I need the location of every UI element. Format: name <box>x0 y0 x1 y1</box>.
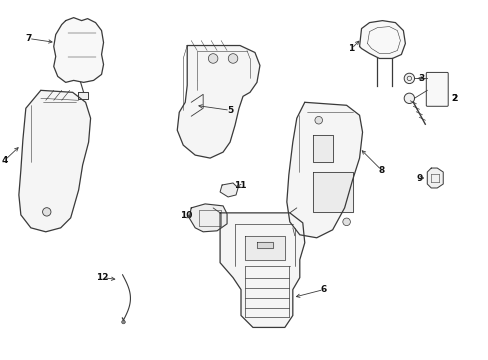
Polygon shape <box>54 18 103 82</box>
Text: 10: 10 <box>180 211 192 220</box>
Text: 2: 2 <box>450 94 456 103</box>
Text: 12: 12 <box>96 273 108 282</box>
Circle shape <box>228 54 237 63</box>
Polygon shape <box>220 213 304 328</box>
Polygon shape <box>244 236 285 260</box>
Polygon shape <box>286 102 362 238</box>
Polygon shape <box>256 242 272 248</box>
Text: 7: 7 <box>25 34 32 43</box>
Text: 4: 4 <box>2 156 8 165</box>
Circle shape <box>42 208 51 216</box>
Text: 9: 9 <box>415 174 422 183</box>
Text: 3: 3 <box>417 74 424 83</box>
Text: 8: 8 <box>378 166 384 175</box>
Text: 2: 2 <box>450 94 456 103</box>
Polygon shape <box>19 90 90 232</box>
Circle shape <box>404 73 414 84</box>
Polygon shape <box>312 135 332 162</box>
Circle shape <box>122 320 125 324</box>
Circle shape <box>314 116 322 124</box>
Polygon shape <box>427 168 442 188</box>
Circle shape <box>404 93 414 103</box>
FancyBboxPatch shape <box>426 72 447 106</box>
Circle shape <box>208 54 218 63</box>
Polygon shape <box>312 172 352 212</box>
Polygon shape <box>220 183 238 197</box>
Polygon shape <box>189 204 226 232</box>
Text: 11: 11 <box>233 181 246 190</box>
Text: 6: 6 <box>320 285 326 294</box>
Circle shape <box>342 218 350 226</box>
Polygon shape <box>78 92 87 99</box>
Text: 5: 5 <box>226 106 233 115</box>
Text: 1: 1 <box>348 44 354 53</box>
Polygon shape <box>359 21 405 58</box>
Polygon shape <box>177 45 260 158</box>
